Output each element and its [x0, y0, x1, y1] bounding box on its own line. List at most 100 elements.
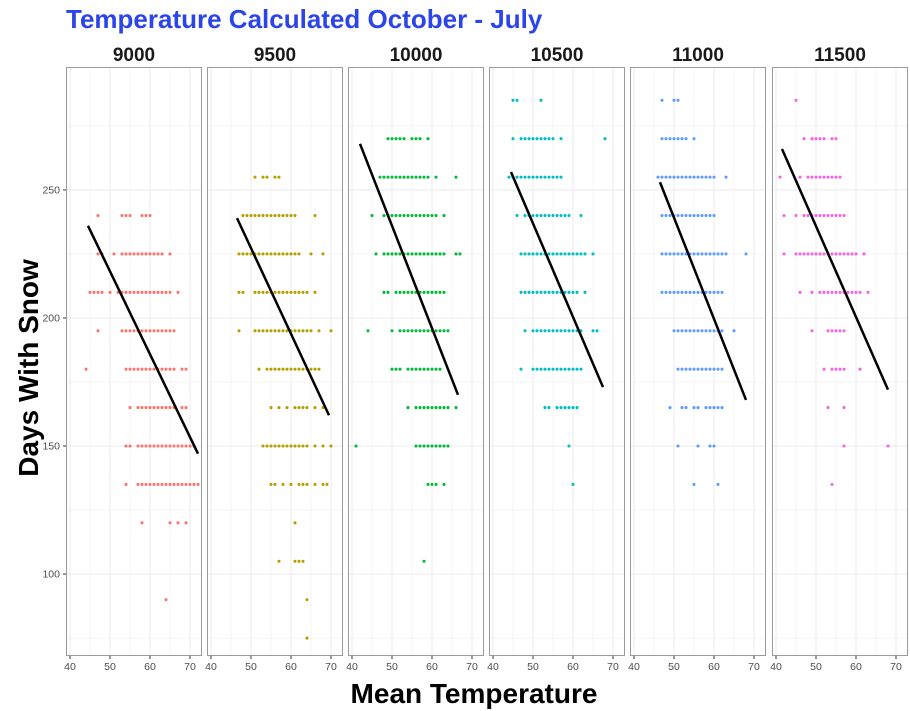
- data-point: [794, 98, 798, 102]
- data-point: [454, 175, 458, 179]
- data-point: [688, 290, 692, 294]
- data-point: [547, 367, 551, 371]
- data-point: [684, 213, 688, 218]
- data-point: [834, 329, 838, 333]
- data-point: [398, 213, 402, 218]
- data-point: [390, 137, 394, 141]
- data-point: [668, 213, 672, 218]
- data-point: [382, 252, 386, 256]
- data-point: [293, 559, 297, 563]
- y-tick-label: 150: [42, 441, 60, 453]
- panel-border: [489, 67, 625, 656]
- data-point: [168, 367, 172, 371]
- data-point: [325, 482, 329, 486]
- data-point: [858, 290, 862, 294]
- data-point: [309, 252, 313, 256]
- data-point: [676, 367, 680, 371]
- data-point: [720, 329, 724, 333]
- data-point: [434, 444, 438, 448]
- x-tick-label: 50: [104, 661, 116, 673]
- facet-label: 10500: [531, 45, 584, 66]
- data-point: [140, 252, 144, 256]
- data-point: [269, 213, 273, 218]
- data-point: [720, 406, 724, 410]
- data-point: [834, 290, 838, 294]
- data-point: [672, 137, 676, 141]
- data-point: [559, 367, 563, 371]
- data-point: [539, 290, 543, 294]
- trend-line: [780, 148, 890, 391]
- data-point: [531, 329, 535, 333]
- data-point: [418, 252, 422, 256]
- facet-panel-9500: 9500 40 50 60 70: [205, 45, 343, 673]
- data-point: [329, 329, 333, 333]
- data-point: [438, 252, 442, 256]
- data-point: [297, 290, 301, 294]
- data-point: [555, 367, 559, 371]
- data-point: [519, 290, 523, 294]
- data-point: [850, 290, 854, 294]
- data-point: [822, 175, 826, 179]
- data-point: [854, 290, 858, 294]
- data-point: [543, 137, 547, 141]
- data-point: [140, 290, 144, 294]
- data-point: [285, 213, 289, 218]
- x-tick-label: 40: [346, 661, 358, 673]
- data-point: [720, 367, 724, 371]
- data-point: [668, 175, 672, 179]
- data-point: [826, 290, 830, 294]
- data-point: [265, 175, 269, 179]
- data-point: [140, 444, 144, 448]
- data-point: [595, 329, 599, 333]
- data-point: [438, 290, 442, 294]
- data-point: [555, 213, 559, 218]
- data-point: [834, 137, 838, 141]
- data-point: [798, 252, 802, 256]
- data-point: [152, 367, 156, 371]
- data-point: [156, 329, 160, 333]
- panel-background: [348, 67, 484, 656]
- data-point: [830, 137, 834, 141]
- data-point: [128, 290, 132, 294]
- data-point: [515, 213, 519, 218]
- panel-border: [772, 67, 908, 656]
- data-point: [547, 213, 551, 218]
- data-point: [668, 137, 672, 141]
- data-point: [281, 213, 285, 218]
- data-point: [684, 175, 688, 179]
- data-point: [818, 137, 822, 141]
- data-point: [822, 137, 826, 141]
- data-point: [830, 482, 834, 486]
- data-point: [543, 329, 547, 333]
- data-point: [414, 367, 418, 371]
- data-point: [398, 252, 402, 256]
- data-point: [394, 290, 398, 294]
- data-point: [684, 290, 688, 294]
- data-point: [132, 329, 136, 333]
- data-point: [543, 290, 547, 294]
- data-point: [301, 367, 305, 371]
- data-point: [430, 406, 434, 410]
- data-point: [519, 367, 523, 371]
- data-point: [720, 290, 724, 294]
- data-point: [390, 329, 394, 333]
- data-point: [281, 290, 285, 294]
- data-point: [426, 367, 430, 371]
- data-point: [144, 329, 148, 333]
- data-point: [712, 444, 716, 448]
- data-point: [814, 137, 818, 141]
- data-point: [281, 329, 285, 333]
- data-point: [277, 367, 281, 371]
- data-point: [551, 329, 555, 333]
- data-point: [265, 329, 269, 333]
- y-axis-title: Days With Snow: [13, 259, 44, 477]
- data-point: [692, 290, 696, 294]
- data-point: [172, 444, 176, 448]
- data-point: [834, 213, 838, 218]
- data-point: [583, 290, 587, 294]
- x-tick-label: 40: [64, 661, 76, 673]
- data-point: [301, 329, 305, 333]
- data-point: [672, 290, 676, 294]
- data-point: [164, 406, 168, 410]
- data-point: [261, 213, 265, 218]
